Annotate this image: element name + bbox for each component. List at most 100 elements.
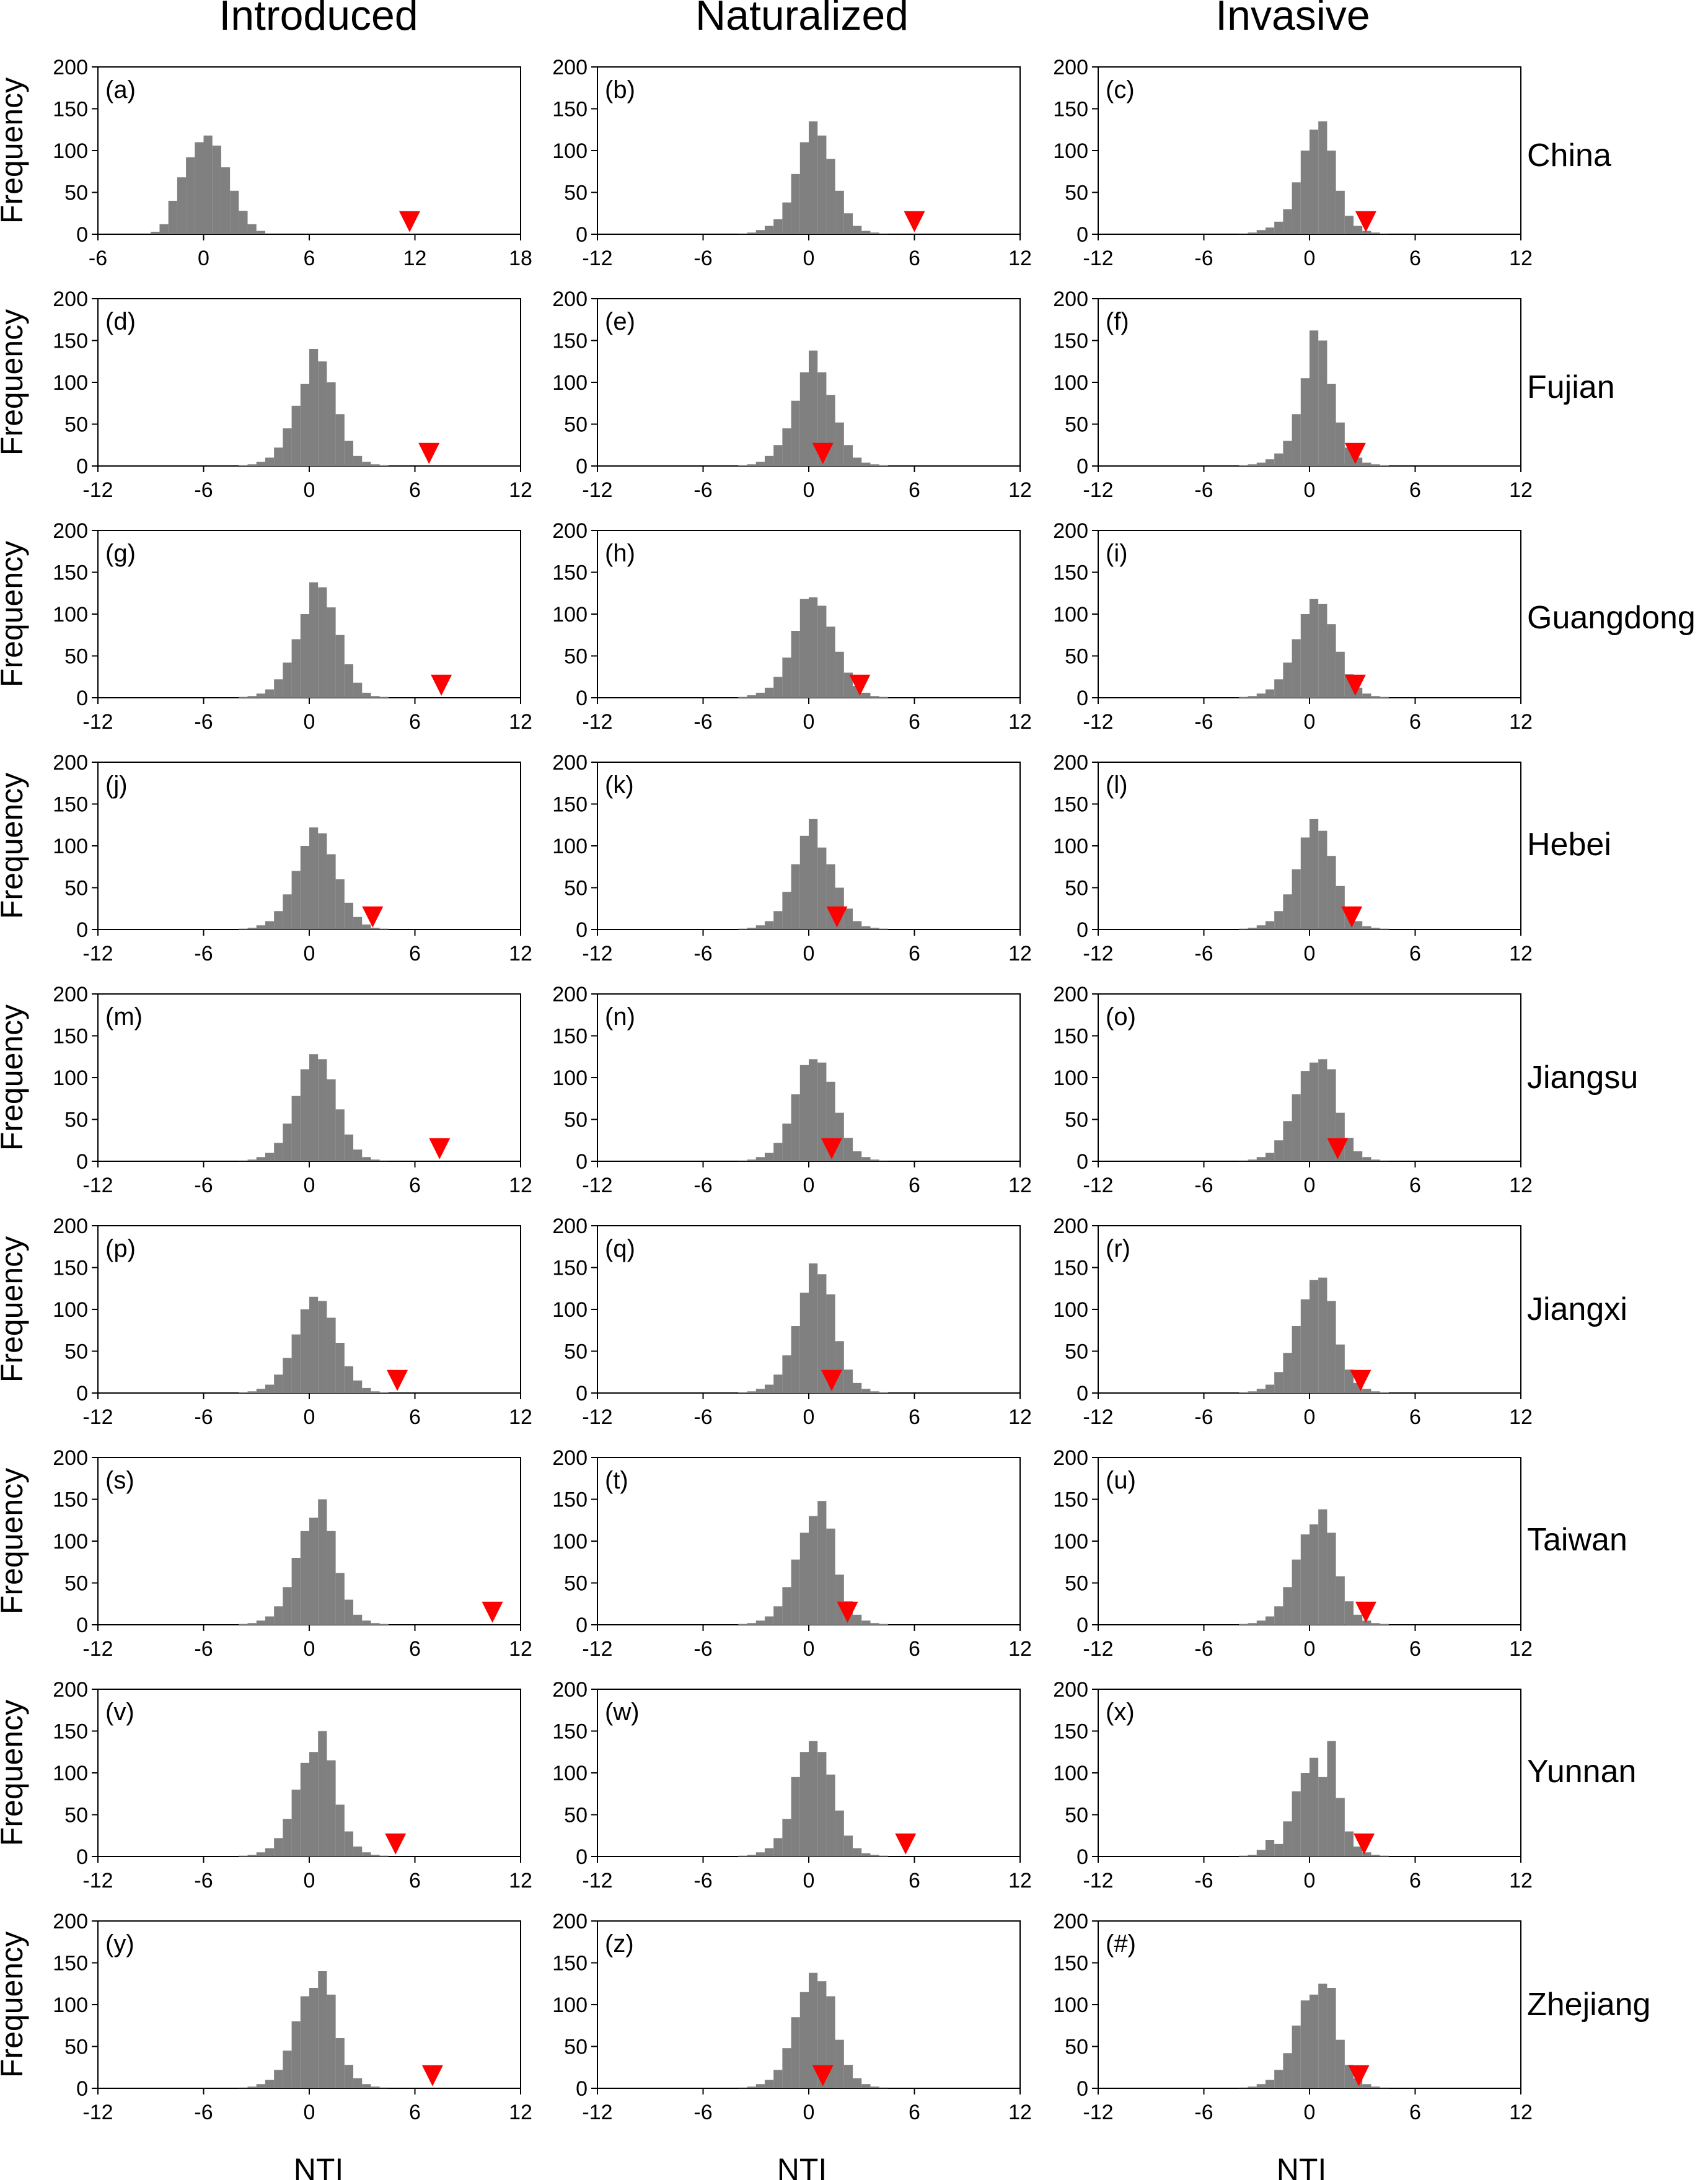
histogram-bar xyxy=(1318,1509,1327,1625)
y-tick-label: 50 xyxy=(64,1340,88,1364)
x-tick-label: 6 xyxy=(1409,1405,1421,1429)
x-tick-label: -12 xyxy=(582,247,612,270)
histogram-bar xyxy=(782,428,791,466)
histogram-bar xyxy=(362,1157,371,1161)
y-tick-label: 100 xyxy=(552,1066,588,1090)
histogram-bar xyxy=(1256,1850,1266,1857)
y-tick-label: 50 xyxy=(1065,182,1088,205)
histogram-bar xyxy=(265,921,275,930)
histogram-bar xyxy=(318,1301,327,1393)
histogram-bar xyxy=(1239,1624,1248,1625)
histogram-bar xyxy=(1336,422,1345,466)
histogram-bar xyxy=(791,1777,800,1857)
x-tick-label: 0 xyxy=(1304,247,1316,270)
x-tick-label: 6 xyxy=(304,247,315,270)
x-tick-label: -6 xyxy=(693,1174,712,1197)
y-axis-title: Frequency xyxy=(0,541,29,687)
histogram-bar xyxy=(843,1369,853,1393)
histogram-bar xyxy=(1248,1855,1257,1857)
x-tick-label: -12 xyxy=(82,710,113,734)
histogram-bar xyxy=(344,1831,354,1857)
histogram-bar xyxy=(843,1835,853,1857)
histogram-bar xyxy=(1292,182,1301,234)
y-tick-label: 50 xyxy=(1065,645,1088,669)
histogram-bar xyxy=(764,687,774,698)
x-tick-label: 6 xyxy=(1409,942,1421,965)
histogram-bar xyxy=(738,1392,747,1393)
x-tick-label: -12 xyxy=(82,1869,113,1892)
histogram-bar xyxy=(843,672,853,698)
observed-marker xyxy=(821,1369,842,1391)
histogram-bar xyxy=(879,1392,888,1393)
y-tick-label: 200 xyxy=(53,288,88,311)
histogram-bar xyxy=(1265,227,1275,234)
histogram-bar xyxy=(239,1855,248,1857)
column-title-invasive: Invasive xyxy=(1215,0,1370,39)
histogram-bar xyxy=(1380,697,1389,698)
histogram-bar xyxy=(1283,209,1292,234)
y-tick-label: 100 xyxy=(552,603,588,626)
y-tick-label: 200 xyxy=(1053,751,1088,775)
y-tick-label: 0 xyxy=(76,2077,88,2101)
x-tick-label: -12 xyxy=(82,478,113,502)
row-label-china: China xyxy=(1527,138,1611,174)
panel-label: (y) xyxy=(105,1930,134,1958)
histogram-bar xyxy=(1292,2025,1301,2088)
observed-marker xyxy=(904,211,925,232)
panel-b: 0 50 100 150 200 -12 -6 0 6 12 (b) xyxy=(552,56,1032,270)
histogram-bar xyxy=(318,1971,327,2088)
x-tick-label: 0 xyxy=(1304,478,1316,502)
histogram-bar xyxy=(265,1616,275,1625)
y-tick-label: 0 xyxy=(76,223,88,247)
x-tick-label: 0 xyxy=(803,1174,815,1197)
histogram-bar xyxy=(283,2050,292,2088)
x-tick-label: -6 xyxy=(1194,2101,1213,2124)
y-tick-label: 200 xyxy=(53,1678,88,1702)
histogram-bar xyxy=(782,1123,791,1161)
row-label-fujian: Fujian xyxy=(1527,369,1615,405)
x-tick-label: -6 xyxy=(693,710,712,734)
histogram-bar xyxy=(1310,819,1319,930)
histogram-bar xyxy=(1336,1576,1345,1625)
y-tick-label: 200 xyxy=(53,983,88,1006)
x-tick-label: -12 xyxy=(582,1637,612,1661)
histogram-bar xyxy=(826,395,835,466)
histogram-bar xyxy=(817,1501,827,1625)
y-tick-label: 100 xyxy=(552,139,588,163)
histogram-bar xyxy=(870,696,879,698)
y-tick-label: 50 xyxy=(1065,1572,1088,1596)
panel-v: 0 50 100 150 200 -12 -6 0 6 12 (v) Frequency xyxy=(0,1678,532,1892)
panel-label: (p) xyxy=(105,1235,136,1262)
histogram-bar xyxy=(791,1094,800,1161)
y-tick-label: 50 xyxy=(64,1109,88,1132)
x-tick-label: 6 xyxy=(409,1405,421,1429)
y-tick-label: 0 xyxy=(76,1150,88,1174)
histogram-bar xyxy=(300,614,309,698)
histogram-bar xyxy=(247,464,257,466)
x-tick-label: 12 xyxy=(1509,247,1533,270)
x-tick-label: 12 xyxy=(509,1405,532,1429)
x-tick-label: 12 xyxy=(509,710,532,734)
histogram-bar xyxy=(283,894,292,930)
panel-label: (j) xyxy=(105,771,128,799)
panel-label: (s) xyxy=(105,1467,134,1494)
panel-u: 0 50 100 150 200 -12 -6 0 6 12 (u) xyxy=(1053,1446,1533,1661)
histogram-bar xyxy=(1327,624,1336,698)
histogram-bar xyxy=(327,1317,336,1393)
y-tick-label: 0 xyxy=(76,1845,88,1869)
histogram-bar xyxy=(265,1384,275,1393)
y-axis-title: Frequency xyxy=(0,773,29,919)
histogram-bar xyxy=(371,1623,380,1625)
x-tick-label: 6 xyxy=(409,942,421,965)
panel-s: 0 50 100 150 200 -12 -6 0 6 12 (s) Frequency xyxy=(0,1446,532,1661)
histogram-bar xyxy=(318,361,327,466)
x-tick-label: 6 xyxy=(1409,1637,1421,1661)
histogram-bar xyxy=(247,1855,257,1857)
histogram-bar xyxy=(773,1143,783,1161)
histogram-bar xyxy=(353,682,363,698)
histogram-bar xyxy=(327,382,336,466)
histogram-bar xyxy=(318,833,327,930)
row-label-zhejiang: Zhejiang xyxy=(1527,1987,1650,2023)
histogram-bar xyxy=(1362,2084,1371,2088)
